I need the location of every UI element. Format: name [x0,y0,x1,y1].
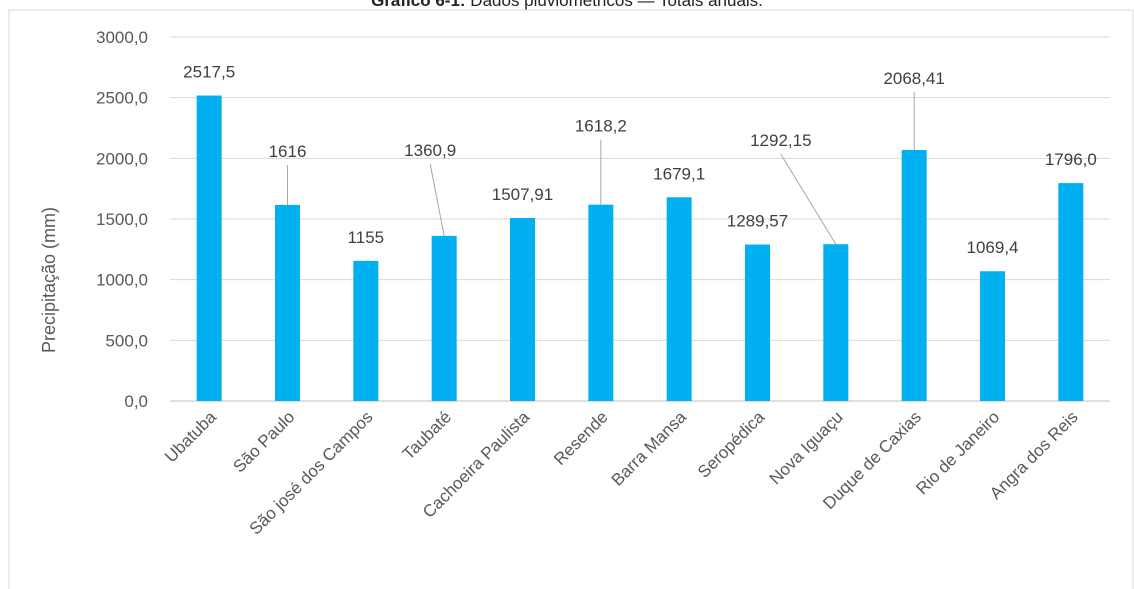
bar [588,204,614,401]
bar [196,95,222,401]
bar [275,204,300,401]
chart-frame [8,9,1134,589]
data-label: 1507,91 [492,185,553,204]
leader-lines [287,92,915,245]
y-tick-label: 0,0 [124,392,148,411]
leader-line [429,163,445,236]
y-tick-label: 1000,0 [96,271,148,290]
bar [745,244,770,401]
chart-title-bold: Gráfico 6-1: [371,0,466,10]
gridlines [170,36,1110,402]
data-label: 2517,5 [183,63,235,82]
leader-line [780,153,837,245]
y-tick-label: 2500,0 [96,89,148,108]
data-label: 1360,9 [404,141,456,160]
bar [431,235,457,401]
data-labels: 2517,5 1616 1155 1360,9 1507,91 1618,2 1679,1 1… [183,63,1097,258]
data-label: 1679,1 [653,164,705,183]
bar [823,244,849,401]
bar [1058,183,1084,401]
data-label: 1796,0 [1045,150,1097,169]
chart-title-rest: Dados pluviométricos — Totais anuais. [465,0,763,10]
bar [666,197,692,401]
bars [196,95,1084,401]
data-label: 1292,15 [750,131,811,150]
bar [510,218,535,401]
data-label: 1069,4 [967,238,1019,257]
data-label: 2068,41 [883,69,944,88]
data-label: 1155 [348,228,385,247]
y-tick-label: 500,0 [105,331,148,350]
data-label: 1616 [269,142,307,161]
y-tick-label: 1500,0 [96,210,148,229]
y-tick-label: 2000,0 [96,149,148,168]
y-axis-tick-labels: 0,0 500,0 1000,0 1500,0 2000,0 2500,0 3000,0 [96,28,148,411]
data-label: 1289,57 [727,212,788,231]
bar [980,271,1005,401]
bar [353,260,379,401]
bar [901,150,927,401]
chart-title: Gráfico 6-1: Dados pluviométricos — Tota… [0,0,1134,11]
y-tick-label: 3000,0 [96,28,148,47]
y-axis-title: Precipitação (mm) [39,207,59,353]
data-label: 1618,2 [575,117,627,136]
